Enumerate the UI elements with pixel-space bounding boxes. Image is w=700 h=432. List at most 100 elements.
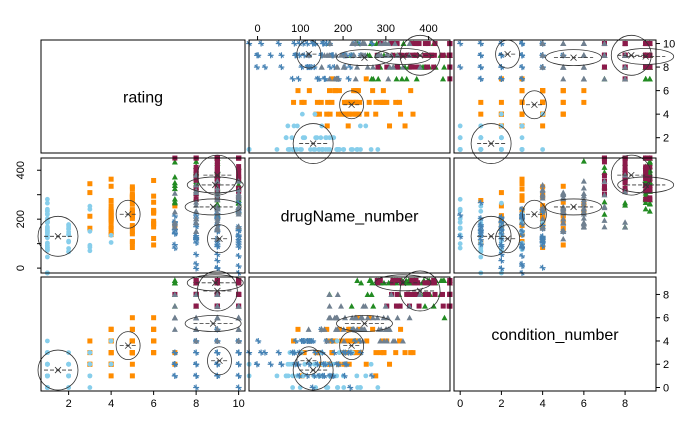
point	[622, 164, 628, 170]
point-stroke	[478, 40, 484, 47]
point-stroke	[214, 257, 220, 264]
group-ellipse	[399, 270, 441, 312]
ellipses-drugName_number-vs-condition_number	[470, 154, 675, 257]
point	[193, 235, 200, 242]
point-stroke	[457, 40, 463, 47]
point	[44, 373, 50, 379]
point	[457, 40, 464, 47]
point	[340, 147, 346, 152]
point	[325, 385, 331, 390]
point	[214, 257, 221, 264]
point-stroke	[262, 64, 268, 70]
point	[338, 52, 345, 58]
point	[402, 350, 408, 356]
point	[151, 350, 157, 356]
point	[87, 244, 93, 250]
y-tick-label: 4	[663, 336, 669, 348]
point	[151, 193, 157, 199]
point	[235, 244, 242, 251]
point	[539, 187, 546, 194]
point	[519, 263, 526, 270]
group-mean	[416, 52, 424, 59]
point	[580, 178, 587, 184]
point	[643, 188, 649, 194]
point	[622, 219, 629, 225]
point	[324, 123, 330, 129]
group-mean	[216, 357, 223, 365]
point	[560, 242, 566, 248]
diagonal-label-condition_number: condition_number	[491, 327, 619, 344]
group-ellipse	[521, 199, 547, 229]
ellipses-condition_number-vs-rating	[37, 270, 244, 391]
point	[478, 208, 484, 214]
point	[364, 291, 371, 297]
point	[289, 135, 295, 141]
point	[622, 159, 628, 165]
point	[398, 111, 404, 117]
x-tick-label: 8	[193, 398, 199, 410]
point	[305, 361, 312, 368]
point	[539, 191, 546, 197]
group-mean	[124, 210, 132, 218]
point	[283, 373, 289, 379]
point	[108, 217, 114, 223]
point	[350, 99, 356, 105]
point	[108, 350, 114, 356]
group-mean	[214, 287, 221, 295]
group-mean	[305, 357, 313, 365]
point	[369, 314, 376, 321]
point-stroke	[519, 253, 525, 259]
x-tick-label: 200	[334, 23, 352, 35]
point	[457, 241, 463, 247]
point-stroke	[519, 244, 525, 250]
point-stroke	[341, 373, 348, 379]
point-stroke	[254, 52, 260, 58]
y-tick-label: 6	[663, 86, 669, 98]
point	[375, 385, 381, 390]
point	[519, 111, 525, 117]
point	[193, 228, 200, 234]
point	[193, 202, 200, 208]
panel-condition_number-vs-drugName_number	[246, 277, 453, 391]
point	[601, 217, 608, 223]
y-tick-label: 200	[15, 210, 27, 228]
point	[334, 291, 341, 297]
point	[539, 181, 546, 188]
group-mean	[124, 342, 132, 349]
point	[285, 123, 291, 129]
point-stroke	[320, 373, 326, 379]
panel-condition_number-vs-rating	[44, 277, 242, 391]
point	[368, 75, 375, 82]
point	[294, 123, 300, 129]
group-mean	[487, 233, 495, 240]
point	[601, 173, 607, 179]
point-stroke	[172, 373, 178, 379]
point	[352, 337, 359, 344]
point	[328, 337, 335, 344]
point	[171, 314, 178, 321]
point	[457, 225, 463, 231]
point	[326, 52, 333, 58]
point	[438, 277, 445, 283]
point	[334, 385, 340, 390]
point-stroke	[254, 64, 260, 70]
point	[341, 372, 348, 379]
point	[87, 225, 93, 231]
point	[312, 40, 319, 47]
point	[397, 338, 403, 344]
ellipses-rating-vs-condition_number	[470, 34, 675, 164]
point	[364, 314, 371, 321]
point	[457, 208, 463, 214]
point	[324, 326, 330, 332]
point	[642, 75, 649, 82]
point	[326, 314, 333, 321]
group-mean	[570, 54, 577, 61]
group-ellipse	[336, 315, 393, 332]
point	[305, 326, 312, 332]
point	[387, 123, 393, 129]
point	[498, 257, 505, 264]
point	[643, 64, 649, 70]
point	[151, 199, 157, 205]
point	[353, 350, 359, 356]
point-stroke	[296, 373, 302, 379]
